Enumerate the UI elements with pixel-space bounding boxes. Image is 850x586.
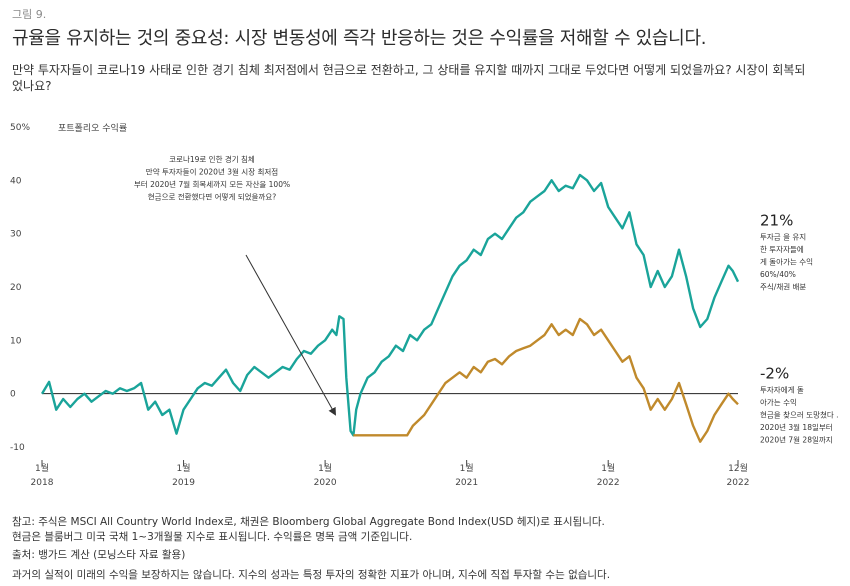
series-group [40,173,740,443]
figure-label: 그림 9. [12,8,47,21]
source-line: 출처: 뱅가드 계산 (모닝스타 자료 활용) [12,549,186,561]
callout-text: 게 돌아가는 수익 [760,257,813,267]
x-tick-year: 2022 [727,478,750,488]
y-axis-label: 포트폴리오 수익률 [58,122,127,134]
x-axis: 1월 2018 1월 2019 1월 2020 1월 2021 1월 2022 12월 2022 [31,460,750,488]
callout-value: -2% [760,364,789,382]
callout-text: 2020년 3월 18일부터 [760,422,833,432]
y-tick-label: 50% [10,123,30,133]
series-line-gold [353,317,739,443]
callout-text: 투자자에게 돌 [760,384,804,394]
x-tick-year: 2022 [597,478,620,488]
y-tick-label: 30 [10,230,22,240]
x-tick-month: 1월 [35,462,49,474]
x-tick-year: 2021 [455,478,478,488]
annotation-line: 부터 2020년 7월 회복세까지 모든 자산을 100% [134,179,290,189]
chart-subtitle: 만약 투자자들이 코로나19 사태로 인한 경기 침체 최저점에서 현금으로 전… [12,63,806,93]
callout-text: 한 투자자들에 [760,245,804,254]
callout-text: 60%/40% [760,270,796,279]
annotation-line: 만약 투자자들이 2020년 3월 시장 최저점 [146,167,278,177]
callout-text: 투자금 을 유지 [760,233,806,242]
y-tick-label: 0 [10,390,16,400]
x-tick-month: 1월 [177,462,191,474]
disclaimer-line: 과거의 실적이 미래의 수익을 보장하지는 않습니다. 지수의 성과는 특정 투… [12,569,611,581]
x-tick-month: 1월 [601,462,615,474]
y-axis: 50% 40 30 20 10 0 -10 [10,123,30,453]
callout-text: 아가는 수익 [760,397,797,407]
y-tick-label: -10 [10,443,25,453]
callout-text: 2020년 7월 28일까지 [760,434,833,444]
x-tick-year: 2019 [172,478,195,488]
callout-value: 21% [760,212,793,230]
x-tick-year: 2020 [314,478,337,488]
annotation-line: 현금으로 전환했다면 어떻게 되었을까요? [148,192,276,202]
annotation-line: 코로나19로 인한 경기 침체 [169,154,255,164]
note-line-1: 참고: 주식은 MSCI All Country World Index로, 채… [12,516,605,528]
x-tick-month: 12월 [728,462,748,474]
series-line-teal [40,173,740,437]
x-tick-month: 1월 [318,462,332,474]
y-tick-label: 10 [10,336,22,346]
note-line-2: 현금은 블룸버그 미국 국채 1~3개월물 지수로 표시됩니다. 수익률은 명목… [12,531,413,543]
x-tick-year: 2018 [31,478,54,488]
x-tick-month: 1월 [460,462,474,474]
y-tick-label: 40 [10,176,22,186]
page-title: 규율을 유지하는 것의 중요성: 시장 변동성에 즉각 반응하는 것은 수익률을… [12,28,707,49]
y-tick-label: 20 [10,283,22,293]
callout-text: 주식/채권 배분 [760,282,806,292]
annotation-arrow [245,254,336,416]
callout-text: 현금을 찾으러 도망쳤다 . [760,409,839,419]
